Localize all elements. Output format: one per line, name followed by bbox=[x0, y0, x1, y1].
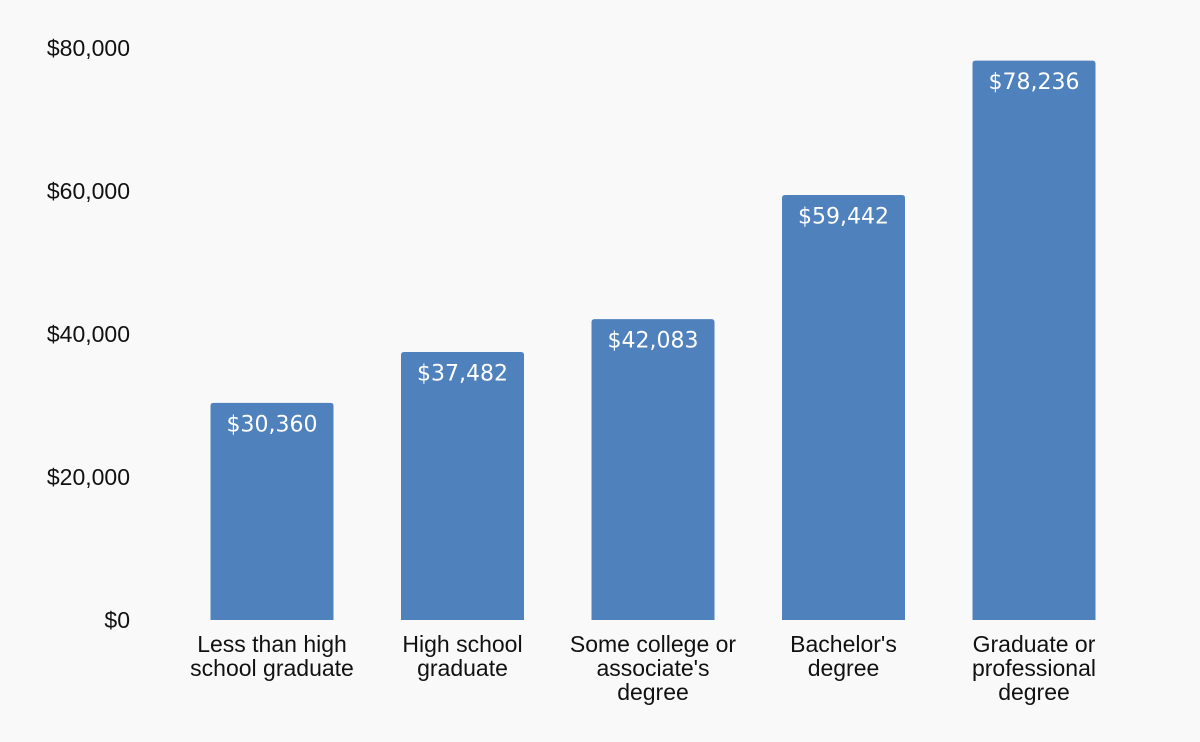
data-label: $30,360 bbox=[227, 412, 318, 437]
data-label: $59,442 bbox=[798, 204, 889, 229]
x-tick-label-line: school graduate bbox=[190, 655, 354, 681]
y-tick-label: $60,000 bbox=[47, 178, 130, 204]
bar bbox=[782, 194, 905, 621]
y-tick-label: $80,000 bbox=[47, 35, 130, 61]
x-tick-label-line: professional bbox=[972, 655, 1096, 681]
bar bbox=[401, 352, 524, 620]
data-label: $78,236 bbox=[989, 70, 1080, 95]
y-tick-label: $20,000 bbox=[47, 464, 130, 490]
bar bbox=[972, 60, 1096, 620]
x-tick-label-line: Less than high bbox=[197, 631, 347, 657]
bars: $30,360 $37,482 $42,083 $59,442 $78,236 bbox=[210, 60, 1096, 621]
y-axis: $0 $20,000 $40,000 $60,000 $80,000 bbox=[47, 35, 130, 633]
bar bbox=[210, 402, 334, 620]
x-tick-label-line: degree bbox=[808, 655, 880, 681]
x-tick-label-line: associate's bbox=[596, 655, 709, 681]
x-tick-label-line: High school bbox=[402, 631, 522, 657]
y-tick-label: $0 bbox=[104, 607, 130, 633]
x-tick-label-line: degree bbox=[998, 679, 1070, 705]
x-tick-label-line: Graduate or bbox=[973, 631, 1096, 657]
x-tick-label-line: Bachelor's bbox=[790, 631, 897, 657]
y-tick-label: $40,000 bbox=[47, 321, 130, 347]
data-label: $42,083 bbox=[608, 329, 699, 354]
x-tick-label-line: degree bbox=[617, 679, 689, 705]
bar bbox=[591, 319, 715, 620]
x-tick-label-line: graduate bbox=[417, 655, 508, 681]
x-tick-label-line: Some college or bbox=[570, 631, 737, 657]
data-label: $37,482 bbox=[417, 362, 508, 387]
